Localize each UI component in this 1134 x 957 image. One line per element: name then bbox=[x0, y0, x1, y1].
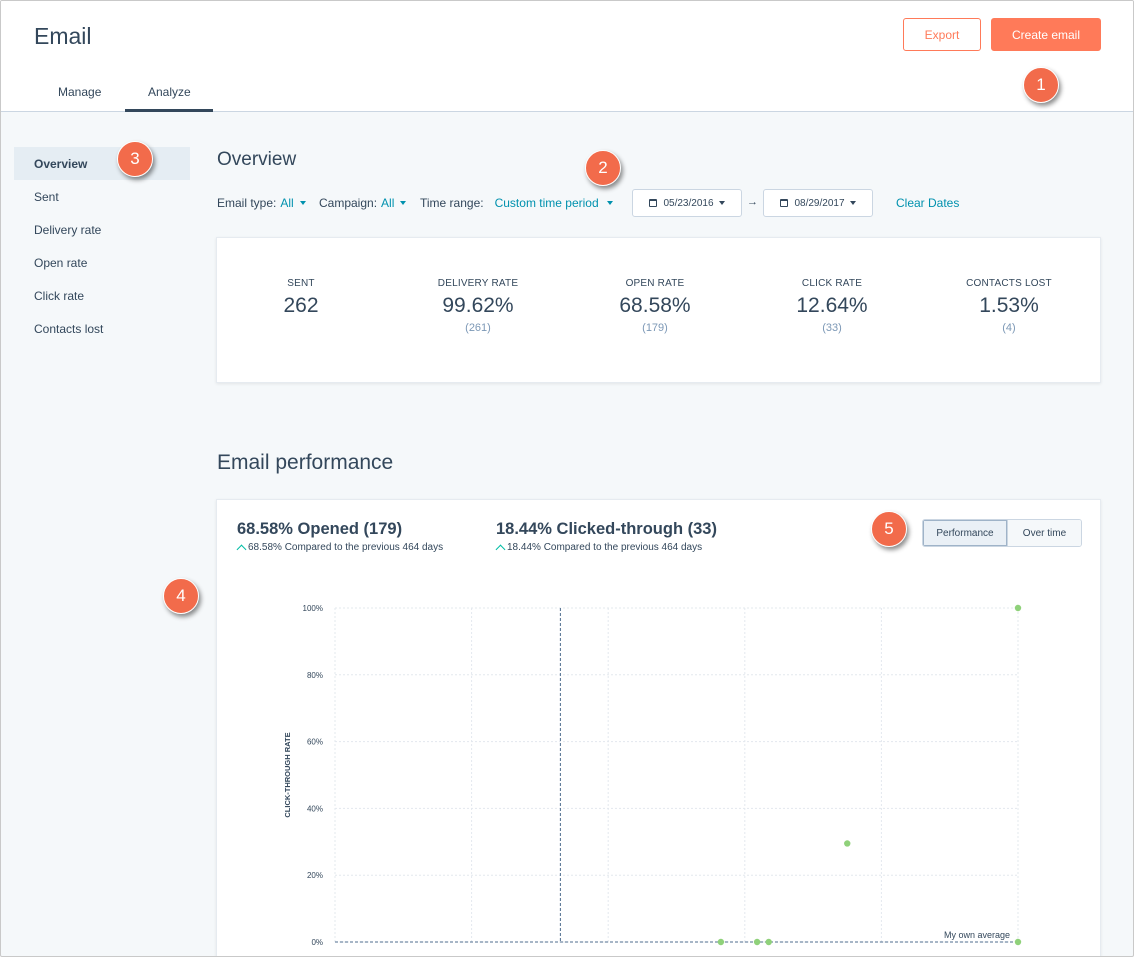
active-tab-indicator bbox=[125, 109, 213, 112]
stat-count: (4) bbox=[1002, 322, 1016, 334]
stat-label: SENT bbox=[287, 278, 315, 289]
clicked-comparison-text: 18.44% Compared to the previous 464 days bbox=[507, 542, 703, 553]
page-header: Email Export Create email Manage Analyze bbox=[1, 1, 1133, 112]
callout-badge-1: 1 bbox=[1023, 67, 1059, 103]
campaign-filter[interactable]: Campaign: All bbox=[319, 196, 407, 210]
stat-open-rate[interactable]: OPEN RATE 68.58% (179) bbox=[575, 278, 735, 335]
sidebar-item-contacts-lost[interactable]: Contacts lost bbox=[34, 321, 104, 336]
scatter-point bbox=[717, 938, 725, 946]
time-range-value[interactable]: Custom time period bbox=[494, 196, 599, 210]
stat-value: 1.53% bbox=[979, 294, 1039, 317]
stat-value: 68.58% bbox=[619, 294, 691, 317]
callout-badge-3: 3 bbox=[117, 141, 153, 177]
calendar-icon bbox=[780, 199, 789, 207]
sidebar-item-overview[interactable]: Overview bbox=[14, 147, 190, 180]
toggle-performance[interactable]: Performance bbox=[923, 520, 1008, 546]
y-tick-label: 0% bbox=[311, 938, 323, 947]
y-axis-label: CLICK-THROUGH RATE bbox=[283, 732, 292, 817]
start-date-value: 05/23/2016 bbox=[663, 197, 714, 209]
chevron-down-icon bbox=[849, 201, 856, 205]
callout-badge-2: 2 bbox=[585, 150, 621, 186]
opened-metric-comparison: 68.58% Compared to the previous 464 days bbox=[236, 542, 444, 555]
end-date-picker[interactable]: 08/29/2017 bbox=[763, 189, 873, 217]
sidebar-item-click-rate[interactable]: Click rate bbox=[34, 288, 85, 303]
clicked-metric-title: 18.44% Clicked-through (33) bbox=[496, 520, 717, 538]
scatter-point bbox=[753, 938, 761, 946]
reference-line-label: My own average bbox=[944, 930, 1010, 940]
y-tick-label: 20% bbox=[307, 871, 323, 880]
y-tick-label: 100% bbox=[303, 604, 323, 613]
end-date-value: 08/29/2017 bbox=[794, 197, 845, 209]
toggle-over-time[interactable]: Over time bbox=[1007, 520, 1081, 546]
y-tick-label: 60% bbox=[307, 738, 323, 747]
opened-comparison-text: 68.58% Compared to the previous 464 days bbox=[248, 542, 444, 553]
stats-card: SENT 262 DELIVERY RATE 99.62% (261) OPEN… bbox=[216, 237, 1101, 383]
stat-label: OPEN RATE bbox=[625, 278, 685, 289]
campaign-value[interactable]: All bbox=[381, 196, 395, 210]
email-type-filter[interactable]: Email type: All bbox=[217, 196, 306, 210]
scatter-point bbox=[844, 840, 851, 847]
sidebar-item-sent[interactable]: Sent bbox=[34, 189, 59, 204]
arrow-right-icon: → bbox=[747, 196, 758, 208]
chevron-down-icon bbox=[718, 201, 725, 205]
click-through-scatter-chart: 0% 20% 40% 60% 80% 100% My own average CLICK-TH… bbox=[283, 604, 1022, 947]
scatter-point bbox=[1014, 938, 1022, 946]
performance-card: 68.58% Opened (179) 68.58% Compared to t… bbox=[216, 499, 1101, 956]
page-title: Email bbox=[34, 23, 92, 49]
opened-metric-title: 68.58% Opened (179) bbox=[237, 520, 403, 538]
y-tick-label: 80% bbox=[307, 671, 323, 680]
stat-contacts-lost[interactable]: CONTACTS LOST 1.53% (4) bbox=[929, 278, 1089, 335]
export-button[interactable]: Export bbox=[903, 18, 981, 51]
stat-label: DELIVERY RATE bbox=[437, 278, 519, 289]
scatter-point bbox=[765, 938, 772, 946]
callout-badge-5: 5 bbox=[871, 511, 907, 547]
chevron-down-icon bbox=[299, 201, 306, 205]
overview-title: Overview bbox=[217, 149, 297, 170]
stat-value: 99.62% bbox=[442, 294, 514, 317]
clear-dates-link[interactable]: Clear Dates bbox=[896, 196, 960, 210]
stat-click-rate[interactable]: CLICK RATE 12.64% (33) bbox=[752, 278, 912, 335]
start-date-picker[interactable]: 05/23/2016 bbox=[632, 189, 742, 217]
stat-label: CLICK RATE bbox=[801, 278, 863, 289]
stat-delivery-rate[interactable]: DELIVERY RATE 99.62% (261) bbox=[398, 278, 558, 335]
sidebar-item-delivery-rate[interactable]: Delivery rate bbox=[34, 222, 102, 237]
clicked-metric-comparison: 18.44% Compared to the previous 464 days bbox=[495, 542, 703, 555]
email-performance-title: Email performance bbox=[217, 451, 394, 474]
tab-manage[interactable]: Manage bbox=[58, 85, 102, 99]
stat-sent[interactable]: SENT 262 bbox=[221, 278, 381, 335]
email-type-label: Email type: bbox=[217, 196, 277, 210]
chevron-down-icon bbox=[400, 201, 407, 205]
campaign-label: Campaign: bbox=[319, 196, 378, 210]
stat-value: 262 bbox=[283, 294, 319, 317]
scatter-point bbox=[1014, 604, 1022, 612]
time-range-filter[interactable]: Time range: Custom time period bbox=[420, 196, 613, 210]
sidebar-item-open-rate[interactable]: Open rate bbox=[34, 255, 88, 270]
chevron-down-icon bbox=[606, 201, 613, 205]
view-toggle: Performance Over time bbox=[922, 519, 1082, 547]
stat-count: (33) bbox=[822, 322, 842, 334]
calendar-icon bbox=[649, 199, 658, 207]
stat-label: CONTACTS LOST bbox=[966, 278, 1052, 289]
tab-analyze[interactable]: Analyze bbox=[148, 85, 191, 99]
email-type-value[interactable]: All bbox=[280, 196, 294, 210]
stat-count: (261) bbox=[465, 322, 491, 334]
time-range-label: Time range: bbox=[420, 196, 484, 210]
y-tick-label: 40% bbox=[307, 804, 323, 813]
stat-count: (179) bbox=[642, 322, 668, 334]
stat-count bbox=[221, 322, 381, 335]
create-email-button[interactable]: Create email bbox=[991, 18, 1101, 51]
callout-badge-4: 4 bbox=[163, 578, 199, 614]
stat-value: 12.64% bbox=[796, 294, 868, 317]
